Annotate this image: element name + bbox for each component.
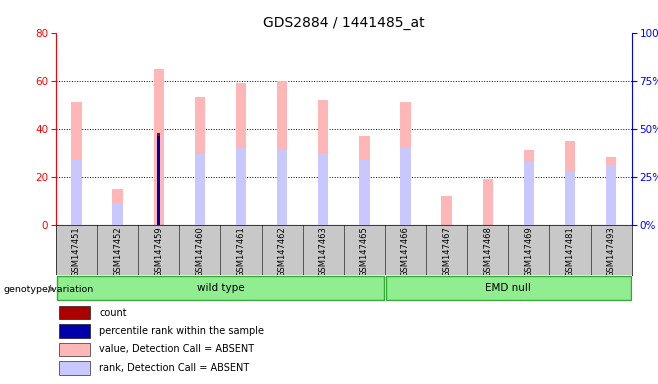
Bar bbox=[386, 276, 631, 300]
Text: genotype/variation: genotype/variation bbox=[3, 285, 93, 294]
Text: GSM147466: GSM147466 bbox=[401, 226, 410, 277]
Bar bbox=[524, 162, 534, 225]
Text: percentile rank within the sample: percentile rank within the sample bbox=[99, 326, 264, 336]
Bar bbox=[442, 196, 452, 225]
Bar bbox=[482, 179, 493, 225]
Bar bbox=[195, 153, 205, 225]
Bar bbox=[318, 153, 328, 225]
Text: GSM147468: GSM147468 bbox=[483, 226, 492, 277]
Bar bbox=[71, 102, 82, 225]
Text: GSM147469: GSM147469 bbox=[524, 226, 534, 277]
Text: GSM147465: GSM147465 bbox=[360, 226, 369, 277]
Bar bbox=[59, 361, 91, 375]
Bar bbox=[113, 203, 123, 225]
Bar bbox=[57, 276, 384, 300]
Bar bbox=[400, 148, 411, 225]
Bar bbox=[157, 136, 160, 225]
Bar bbox=[277, 150, 288, 225]
Text: GSM147467: GSM147467 bbox=[442, 226, 451, 277]
Bar bbox=[359, 160, 370, 225]
Text: rank, Detection Call = ABSENT: rank, Detection Call = ABSENT bbox=[99, 363, 249, 373]
Bar bbox=[565, 141, 575, 225]
Text: value, Detection Call = ABSENT: value, Detection Call = ABSENT bbox=[99, 344, 254, 354]
Bar bbox=[318, 100, 328, 225]
Text: count: count bbox=[99, 308, 127, 318]
Bar bbox=[606, 157, 617, 225]
Bar bbox=[113, 189, 123, 225]
Text: GSM147460: GSM147460 bbox=[195, 226, 205, 277]
Bar bbox=[606, 165, 617, 225]
Bar bbox=[153, 69, 164, 225]
Bar bbox=[59, 343, 91, 356]
Title: GDS2884 / 1441485_at: GDS2884 / 1441485_at bbox=[263, 16, 424, 30]
Bar bbox=[524, 150, 534, 225]
Text: GSM147461: GSM147461 bbox=[236, 226, 245, 277]
Text: GSM147459: GSM147459 bbox=[154, 226, 163, 277]
Bar bbox=[236, 83, 246, 225]
Text: wild type: wild type bbox=[197, 283, 244, 293]
Text: GSM147462: GSM147462 bbox=[278, 226, 287, 277]
Text: GSM147452: GSM147452 bbox=[113, 226, 122, 277]
Text: GSM147463: GSM147463 bbox=[318, 226, 328, 277]
Text: EMD null: EMD null bbox=[486, 283, 531, 293]
Bar bbox=[359, 136, 370, 225]
Bar bbox=[195, 98, 205, 225]
Text: GSM147493: GSM147493 bbox=[607, 226, 616, 277]
Bar bbox=[565, 172, 575, 225]
Text: GSM147481: GSM147481 bbox=[565, 226, 574, 277]
Bar bbox=[71, 160, 82, 225]
Bar bbox=[236, 148, 246, 225]
Bar bbox=[59, 306, 91, 319]
Bar bbox=[59, 324, 91, 338]
Bar bbox=[400, 102, 411, 225]
Text: GSM147451: GSM147451 bbox=[72, 226, 81, 277]
Bar bbox=[277, 81, 288, 225]
Bar bbox=[157, 134, 160, 225]
